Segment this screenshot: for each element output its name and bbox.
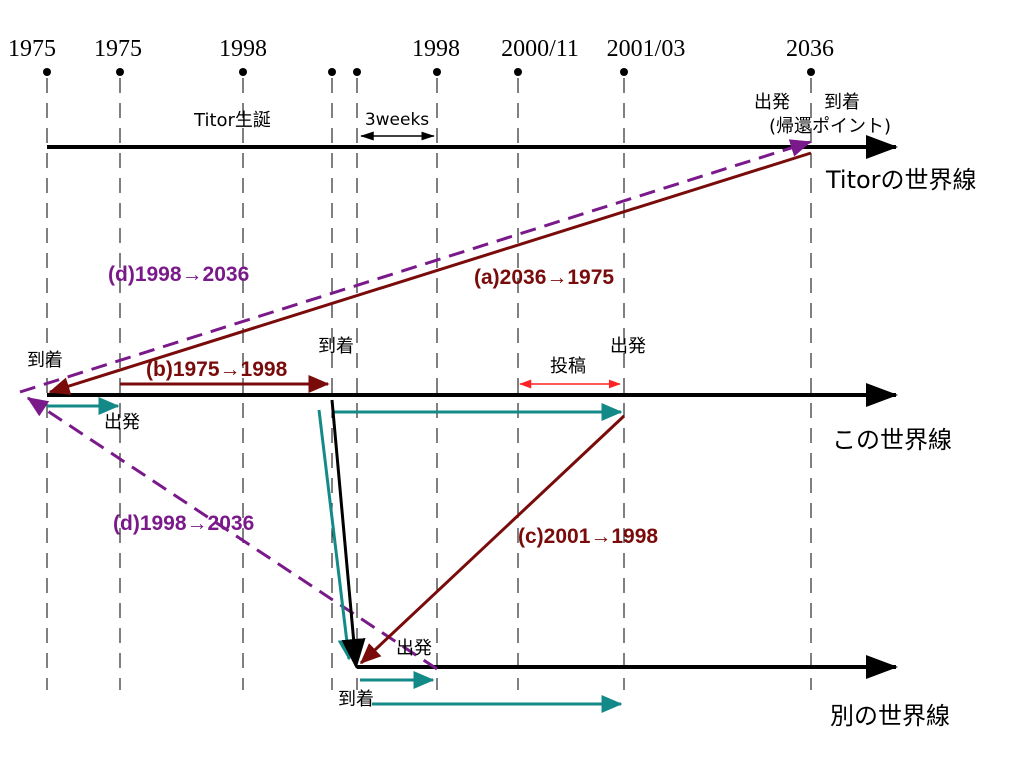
titor-worldline-label: Titorの世界線 <box>825 166 977 194</box>
year-dot <box>514 68 522 76</box>
return-point-label: (帰還ポイント) <box>769 116 891 137</box>
year-dot <box>328 68 336 76</box>
year-label-2036: 2036 <box>786 36 834 62</box>
depart-label-top: 出発 <box>754 92 790 113</box>
trip-c-label: (c)2001→1998 <box>518 525 658 548</box>
trip-d-upper-arrow <box>19 139 812 394</box>
other-worldline-label: 別の世界線 <box>830 702 950 730</box>
timeline-dots <box>43 68 815 76</box>
timeline-guides <box>46 78 812 690</box>
this-worldline-label: この世界線 <box>832 426 952 454</box>
year-label-1975-a: 1975 <box>8 36 56 62</box>
arrive-label-bottom: 到着 <box>338 689 374 710</box>
arrive-label-top: 到着 <box>824 92 860 113</box>
trip-d-lower-label: (d)1998→2036 <box>113 512 254 535</box>
year-label-1998-b: 1998 <box>412 36 460 62</box>
trip-b-label: (b)1975→1998 <box>146 358 288 381</box>
post-label: 投稿 <box>550 356 586 377</box>
year-label-2001-03: 2001/03 <box>607 36 686 62</box>
year-dot <box>807 68 815 76</box>
year-dot <box>433 68 441 76</box>
year-dot <box>43 68 51 76</box>
year-label-2000-11: 2000/11 <box>501 36 579 62</box>
arrive-label-mid: 到着 <box>318 336 354 357</box>
year-label-1975-b: 1975 <box>94 36 142 62</box>
timeline-years: 1975 1975 1998 1998 2000/11 2001/03 2036 <box>8 36 834 62</box>
trip-c-arrow <box>359 414 626 665</box>
teal-arrow-jump <box>317 409 356 661</box>
depart-label-bottom: 出発 <box>396 638 432 659</box>
trip-a-label: (a)2036→1975 <box>474 266 614 289</box>
year-label-1998-a: 1998 <box>219 36 267 62</box>
three-weeks-label: 3weeks <box>365 110 429 130</box>
titor-birth-label: Titor生誕 <box>193 110 271 131</box>
depart-label-right: 出発 <box>610 336 646 357</box>
trip-d-upper-label: (d)1998→2036 <box>108 263 249 286</box>
year-dot <box>116 68 124 76</box>
depart-label-left: 出発 <box>104 412 140 433</box>
trip-a-arrow <box>48 151 812 395</box>
year-dot <box>239 68 247 76</box>
trip-d-lower-arrow <box>26 396 438 671</box>
year-dot <box>620 68 628 76</box>
divergence-arrow <box>330 399 366 669</box>
arrive-label-left: 到着 <box>27 350 63 371</box>
year-dot <box>353 68 361 76</box>
